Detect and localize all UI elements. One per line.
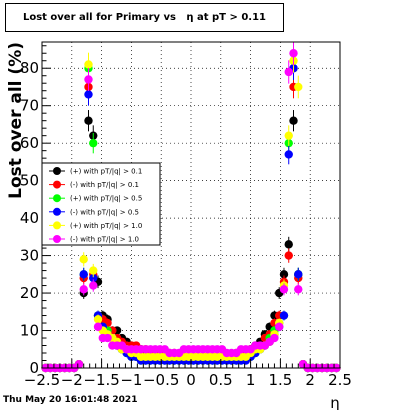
data-point: [93, 315, 103, 324]
data-point: [289, 49, 298, 58]
legend-marker: [53, 235, 61, 243]
data-point: [284, 67, 293, 77]
data-point: [79, 270, 88, 279]
data-point: [279, 285, 289, 294]
data-point: [84, 60, 93, 69]
data-point: [89, 273, 98, 283]
y-tick-label: 0: [29, 359, 39, 377]
x-tick-label: −1: [120, 371, 142, 389]
legend-marker: [53, 221, 61, 230]
x-tick-label: −0.5: [143, 371, 179, 389]
legend-box: [41, 162, 161, 246]
x-tick-label: 0: [186, 371, 196, 389]
y-tick-label: 70: [20, 97, 39, 115]
data-point: [79, 255, 88, 264]
y-axis-label: Lost over all (%): [6, 42, 26, 199]
timestamp: Thu May 20 16:01:48 2021: [3, 395, 138, 405]
legend-label: (-) with pT/|q| > 1.0: [70, 236, 139, 244]
page-title: Lost over all for Primary vs η at pT > 0…: [22, 12, 267, 23]
legend-marker: [53, 194, 61, 203]
legend-label: (-) with pT/|q| > 0.1: [70, 181, 139, 189]
x-axis-label: η: [330, 394, 340, 410]
data-point: [84, 75, 93, 84]
data-point: [284, 240, 293, 249]
data-point: [294, 270, 303, 279]
legend-marker: [53, 180, 61, 189]
data-point: [279, 270, 289, 279]
data-point: [84, 90, 93, 99]
x-tick-label: 1.5: [268, 371, 292, 389]
data-point: [275, 322, 284, 331]
legend-label: (-) with pT/|q| > 0.5: [70, 208, 139, 216]
data-point: [89, 281, 98, 290]
data-point: [294, 82, 303, 92]
x-tick-label: 1: [246, 371, 256, 389]
data-point: [89, 266, 98, 275]
legend-label: (+) with pT/|q| > 0.1: [70, 168, 142, 176]
y-tick-label: 40: [20, 209, 39, 227]
legend: (+) with pT/|q| > 0.1 (-) with pT/|q| > 0…: [41, 162, 161, 246]
data-point: [103, 333, 112, 343]
y-tick-label: 10: [20, 322, 39, 340]
x-tick-label: 0.5: [209, 371, 233, 389]
data-point: [93, 322, 103, 331]
data-point: [89, 138, 98, 148]
data-point: [79, 285, 88, 294]
data-point: [289, 116, 298, 125]
title-box: Lost over all for Primary vs η at pT > 0…: [5, 3, 284, 32]
x-tick-label: −2: [61, 371, 83, 389]
data-point: [284, 251, 293, 260]
legend-label: (+) with pT/|q| > 1.0: [70, 222, 142, 230]
y-tick-label: 80: [20, 59, 39, 77]
x-tick-label: −1.5: [83, 371, 119, 389]
legend-marker: [53, 207, 61, 216]
data-point: [270, 333, 279, 343]
data-point: [84, 116, 93, 125]
data-point: [279, 311, 289, 320]
x-tick-label: 2.5: [328, 371, 352, 389]
axes: −2.5 −2 −1.5 −1 −0.5 0 0.5 1 1.5 2 2.5 0 10 20 30 40 50 6…: [20, 45, 352, 389]
legend-marker: [53, 167, 61, 175]
data-point: [74, 360, 84, 369]
x-tick-label: −2.5: [24, 371, 60, 389]
y-tick-label: 60: [20, 134, 39, 152]
legend-label: (+) with pT/|q| > 0.5: [70, 195, 142, 203]
y-tick-label: 30: [20, 247, 39, 265]
data-point: [284, 150, 293, 159]
y-tick-label: 50: [20, 172, 39, 190]
y-tick-label: 20: [20, 284, 39, 302]
data-point: [294, 285, 303, 294]
x-tick-label: 2: [305, 371, 315, 389]
data-point: [284, 131, 293, 140]
